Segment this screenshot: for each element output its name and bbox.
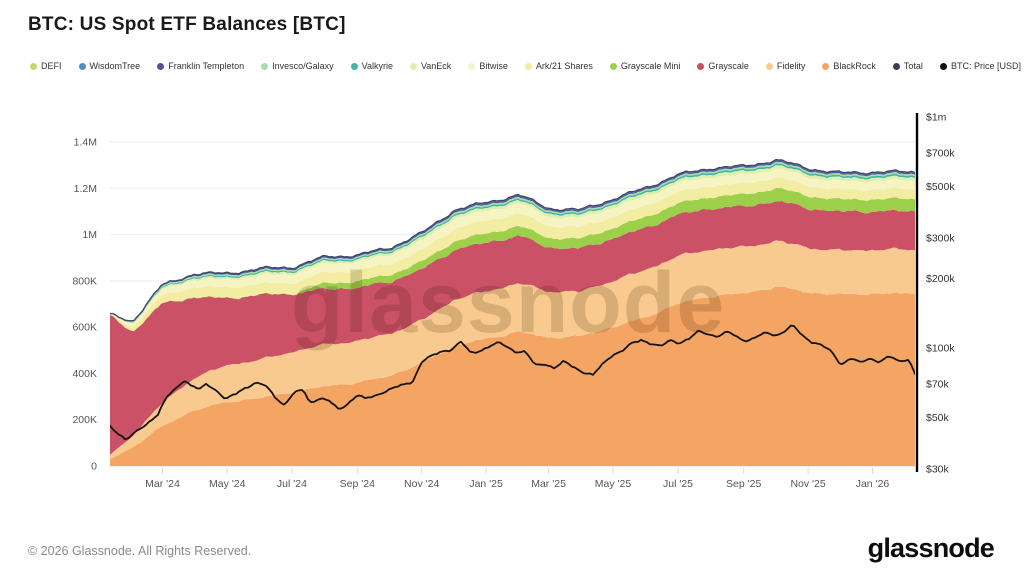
legend-dot-ark-21-shares [524,62,532,70]
legend-item-bitwise[interactable]: Bitwise [468,61,508,71]
x-axis-tick-label: Jul '24 [277,478,307,490]
legend-dot-vaneck [409,62,417,70]
area-fidelity[interactable] [110,240,915,460]
legend-dot-invesco-galaxy [261,62,269,70]
x-axis-tick-label: May '25 [595,478,632,490]
left-axis-tick-label: 600K [72,322,97,334]
page-title: BTC: US Spot ETF Balances [BTC] [28,14,346,35]
legend-dot-grayscale-mini [609,62,617,70]
legend: DEFI WisdomTree Franklin Templeton Invesco/… [30,61,1021,71]
copyright-text: © 2026 Glassnode. All Rights Reserved. [28,544,252,558]
axis-labels: 0 200K 400K 600K 800K 1M 1.2M 1.4M $30k $50k $70k $… [72,112,955,491]
watermark: glassnode [291,255,725,351]
legend-dot-grayscale [697,62,705,70]
area-ark-21-shares[interactable] [110,177,915,332]
legend-item-vaneck[interactable]: VanEck [409,61,452,71]
legend-item-franklin-templeton[interactable]: Franklin Templeton [157,61,244,71]
legend-item-invesco-galaxy[interactable]: Invesco/Galaxy [261,61,334,71]
left-axis-tick-label: 1.2M [74,183,97,195]
right-axis-tick-label: $200k [926,273,955,285]
right-axis-tick-label: $300k [926,232,955,244]
legend-dot-bitwise [468,62,476,70]
legend-label: Franklin Templeton [168,61,245,71]
legend-item-grayscale[interactable]: Grayscale [697,61,749,71]
right-axis-tick-label: $70k [926,378,950,390]
legend-label: DEFI [41,61,62,71]
right-axis-tick-label: $50k [926,412,950,424]
right-axis-tick-label: $30k [926,464,950,476]
right-axis-tick-label: $1m [926,112,947,124]
legend-label: VanEck [420,61,452,71]
x-axis-tick-label: Mar '25 [531,478,566,490]
area-grayscale[interactable] [110,200,915,455]
x-axis-tick-label: Mar '24 [145,478,180,490]
legend-label: Ark/21 Shares [535,61,593,71]
glassnode-logo: glassnode [867,533,995,563]
stacked-areas [110,159,915,466]
legend-item-blackrock[interactable]: BlackRock [822,61,876,71]
x-axis-tick-label: Jan '25 [469,478,503,490]
legend-item-defi[interactable]: DEFI [30,61,62,71]
right-axis-tick-label: $100k [926,343,955,355]
x-axis-tick-label: Sep '25 [726,478,761,490]
legend-item-valkyrie[interactable]: Valkyrie [350,61,393,71]
x-axis-tick-label: Sep '24 [340,478,375,490]
left-axis-tick-label: 800K [72,275,97,287]
legend-label: Valkyrie [361,61,393,71]
legend-label: Invesco/Galaxy [272,61,334,71]
area-blackrock[interactable] [110,286,915,466]
legend-dot-blackrock [822,62,830,70]
right-axis-tick-label: $500k [926,181,955,193]
x-axis-tick-label: Nov '24 [404,478,439,490]
left-axis-tick-label: 1M [82,229,97,241]
x-axis-tick-label: Nov '25 [790,478,825,490]
right-axis-tick-label: $700k [926,147,955,159]
legend-label: Grayscale [708,61,749,71]
legend-item-btc-price-usd[interactable]: BTC: Price [USD] [939,61,1021,71]
area-bitwise[interactable] [110,168,915,327]
legend-item-fidelity[interactable]: Fidelity [765,61,806,71]
left-axis-tick-label: 400K [72,368,97,380]
legend-item-ark-21-shares[interactable]: Ark/21 Shares [524,61,593,71]
legend-label: WisdomTree [89,61,141,71]
legend-item-total[interactable]: Total [892,61,923,71]
legend-dot-wisdomtree [78,62,86,70]
left-axis-tick-label: 200K [72,414,97,426]
btc-price-line[interactable] [110,324,915,440]
legend-label: Grayscale Mini [620,61,681,71]
legend-dot-franklin-templeton [157,62,165,70]
legend-label: BlackRock [833,61,876,71]
legend-dot-valkyrie [350,62,358,70]
legend-dot-total [892,62,900,70]
legend-label: Bitwise [479,61,508,71]
legend-dot-btc-price-usd [939,62,947,70]
total-line[interactable] [110,158,915,322]
legend-label: BTC: Price [USD] [950,61,1021,71]
legend-dot-fidelity [765,62,773,70]
legend-label: Fidelity [776,61,806,71]
area-grayscale-mini[interactable] [110,187,915,332]
legend-item-grayscale-mini[interactable]: Grayscale Mini [609,61,681,71]
legend-item-wisdomtree[interactable]: WisdomTree [78,61,141,71]
x-axis-tick-label: Jan '26 [856,478,890,490]
left-axis-tick-label: 1.4M [74,137,97,149]
x-axis-tick-label: Jul '25 [663,478,693,490]
left-axis-tick-label: 0 [91,461,97,473]
x-axis-tick-label: May '24 [209,478,246,490]
legend-label: Total [903,61,923,71]
legend-dot-defi [30,62,37,70]
